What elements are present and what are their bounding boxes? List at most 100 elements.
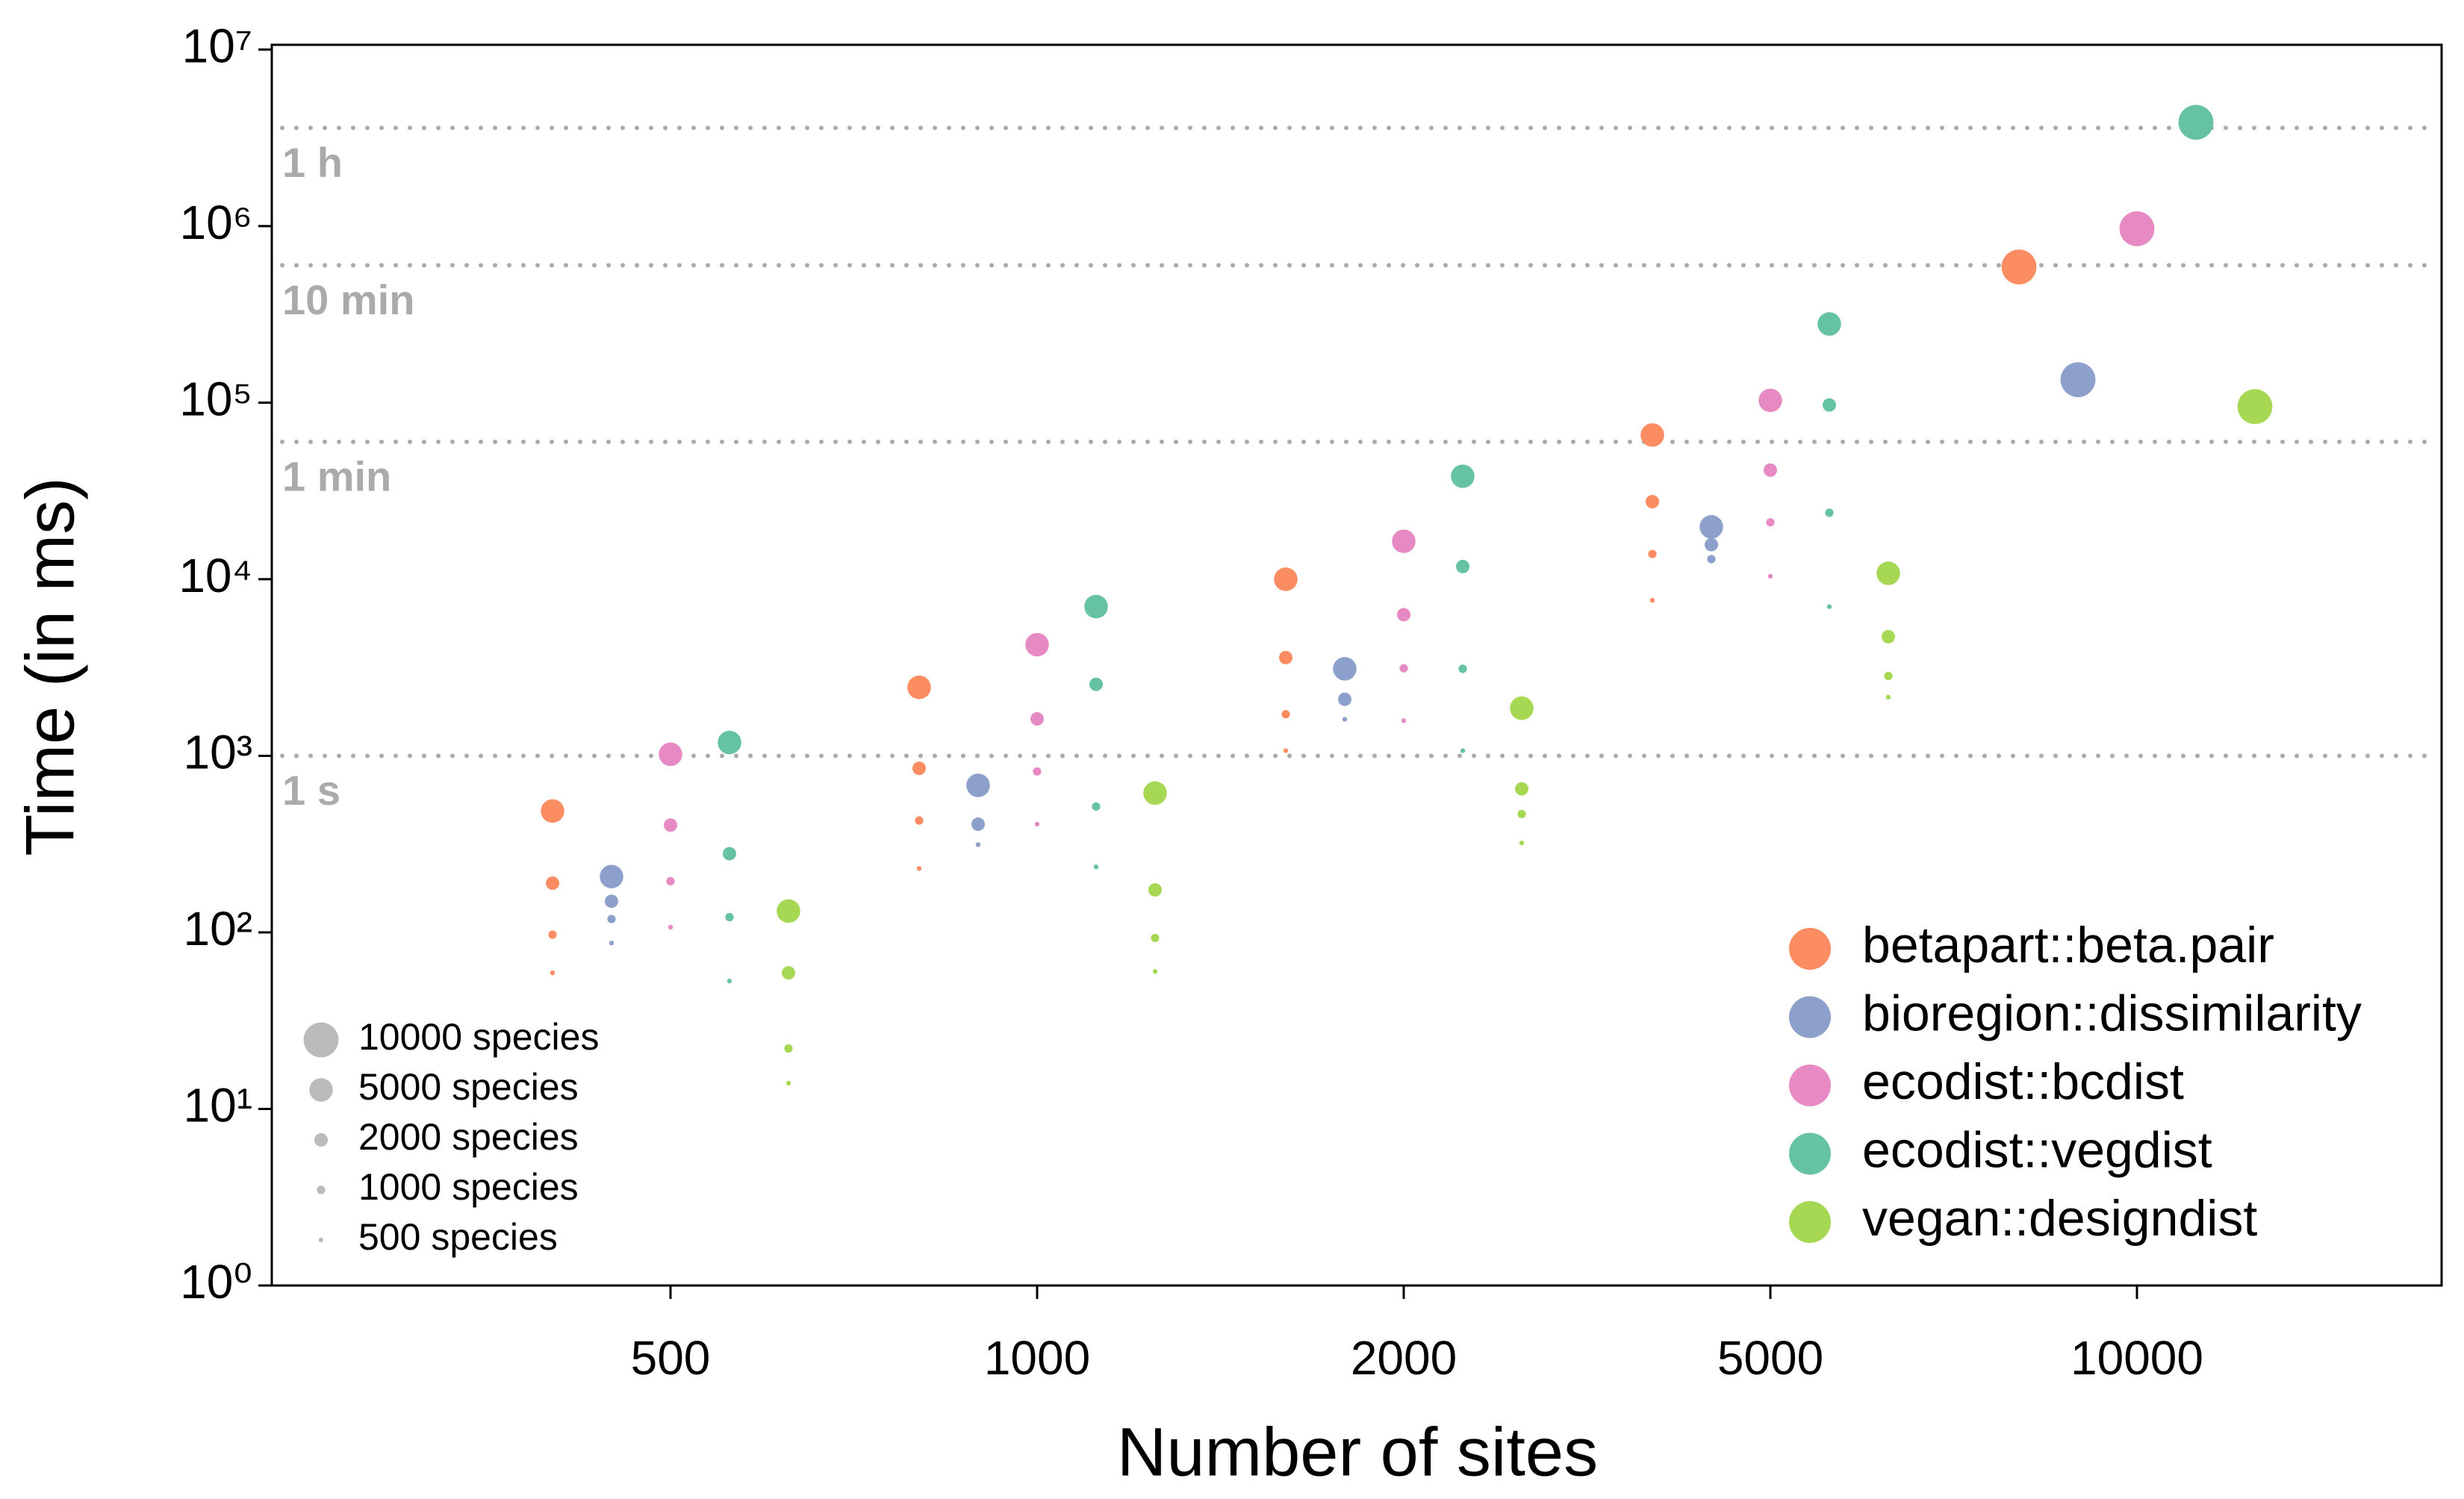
point [2001,249,2037,284]
point [1396,608,1411,622]
point [1884,671,1893,681]
y-tick-label: 10² [184,902,253,956]
point [1458,664,1467,673]
point [666,876,675,885]
x-tick-label: 2000 [1351,1331,1457,1385]
point [2119,211,2155,246]
point [600,864,623,888]
point [1033,767,1042,776]
size-legend-marker [317,1185,326,1194]
point [785,1080,791,1086]
reference-label: 1 s [282,767,340,814]
point [1881,629,1896,643]
point [607,914,616,923]
plot-frame [270,43,2443,1287]
y-tick-label: 10³ [184,725,253,779]
point [781,966,796,980]
point [725,912,734,922]
point [1278,650,1293,664]
point [2178,105,2214,140]
point [966,773,990,797]
x-tick-label: 5000 [1717,1331,1823,1385]
size-legend-label: 10000 species [358,1016,599,1058]
legend-marker [1789,1065,1831,1106]
legend-marker [1789,996,1831,1038]
point [1876,561,1900,585]
point [609,941,615,946]
point [907,676,931,699]
point [1281,710,1290,719]
point [1707,555,1716,564]
point [1337,692,1352,706]
legend-label: vegan::designdist [1862,1190,2257,1247]
point [1084,594,1108,619]
point [1767,573,1773,579]
size-legend-marker [318,1237,324,1243]
point [1151,933,1160,943]
legend-label: bioregion::dissimilarity [1862,985,2362,1041]
reference-label: 1 h [282,139,343,186]
point [604,894,619,909]
y-tick-label: 10⁴ [178,549,252,602]
legend-marker [1789,1201,1831,1243]
y-tick-label: 10⁰ [180,1255,252,1309]
size-legend-label: 5000 species [358,1066,579,1108]
point [1519,840,1525,846]
point [1342,717,1348,722]
point [1333,657,1357,681]
point [1401,718,1407,723]
point [1092,802,1101,811]
x-axis-title: Number of sites [1117,1414,1598,1490]
point [1025,632,1049,657]
legend-label: betapart::beta.pair [1862,917,2274,973]
point [548,930,557,939]
point [1034,821,1040,827]
size-legend-marker [303,1022,339,1058]
legend-marker [1789,1132,1831,1175]
x-tick-label: 10000 [2071,1331,2203,1385]
point [1152,969,1158,974]
point [1143,781,1167,805]
size-legend-marker [309,1078,333,1102]
point [1699,514,1723,539]
point [975,842,981,847]
y-tick-label: 10⁶ [179,196,252,249]
point [718,730,741,755]
point [912,761,927,776]
point [1817,312,1841,336]
point [1148,883,1163,897]
y-axis-title: Time (in ms) [12,477,88,856]
point [727,978,732,984]
point [1640,423,1664,447]
point [1825,508,1834,517]
point [1517,809,1526,819]
point [1392,529,1416,553]
point [1093,864,1099,870]
point [1766,518,1775,527]
point [1030,711,1045,726]
point [1822,398,1837,412]
point [971,817,986,832]
point [1648,549,1657,558]
y-tick-label: 10⁷ [182,19,252,72]
point [1704,537,1719,552]
legend-marker [1789,928,1831,970]
point [1460,748,1466,753]
point [1514,782,1529,796]
point [1645,495,1660,509]
size-legend-label: 500 species [358,1216,558,1258]
point [2237,389,2273,425]
point [668,924,673,930]
point [1763,463,1778,477]
legend-label: ecodist::bcdist [1862,1053,2184,1110]
point [777,899,800,923]
point [1826,604,1832,609]
size-legend-label: 2000 species [358,1116,579,1158]
size-legend-label: 1000 species [358,1166,579,1208]
point [722,847,737,861]
point [1399,664,1408,673]
point [663,818,678,832]
point [1885,694,1891,699]
point [915,816,924,825]
